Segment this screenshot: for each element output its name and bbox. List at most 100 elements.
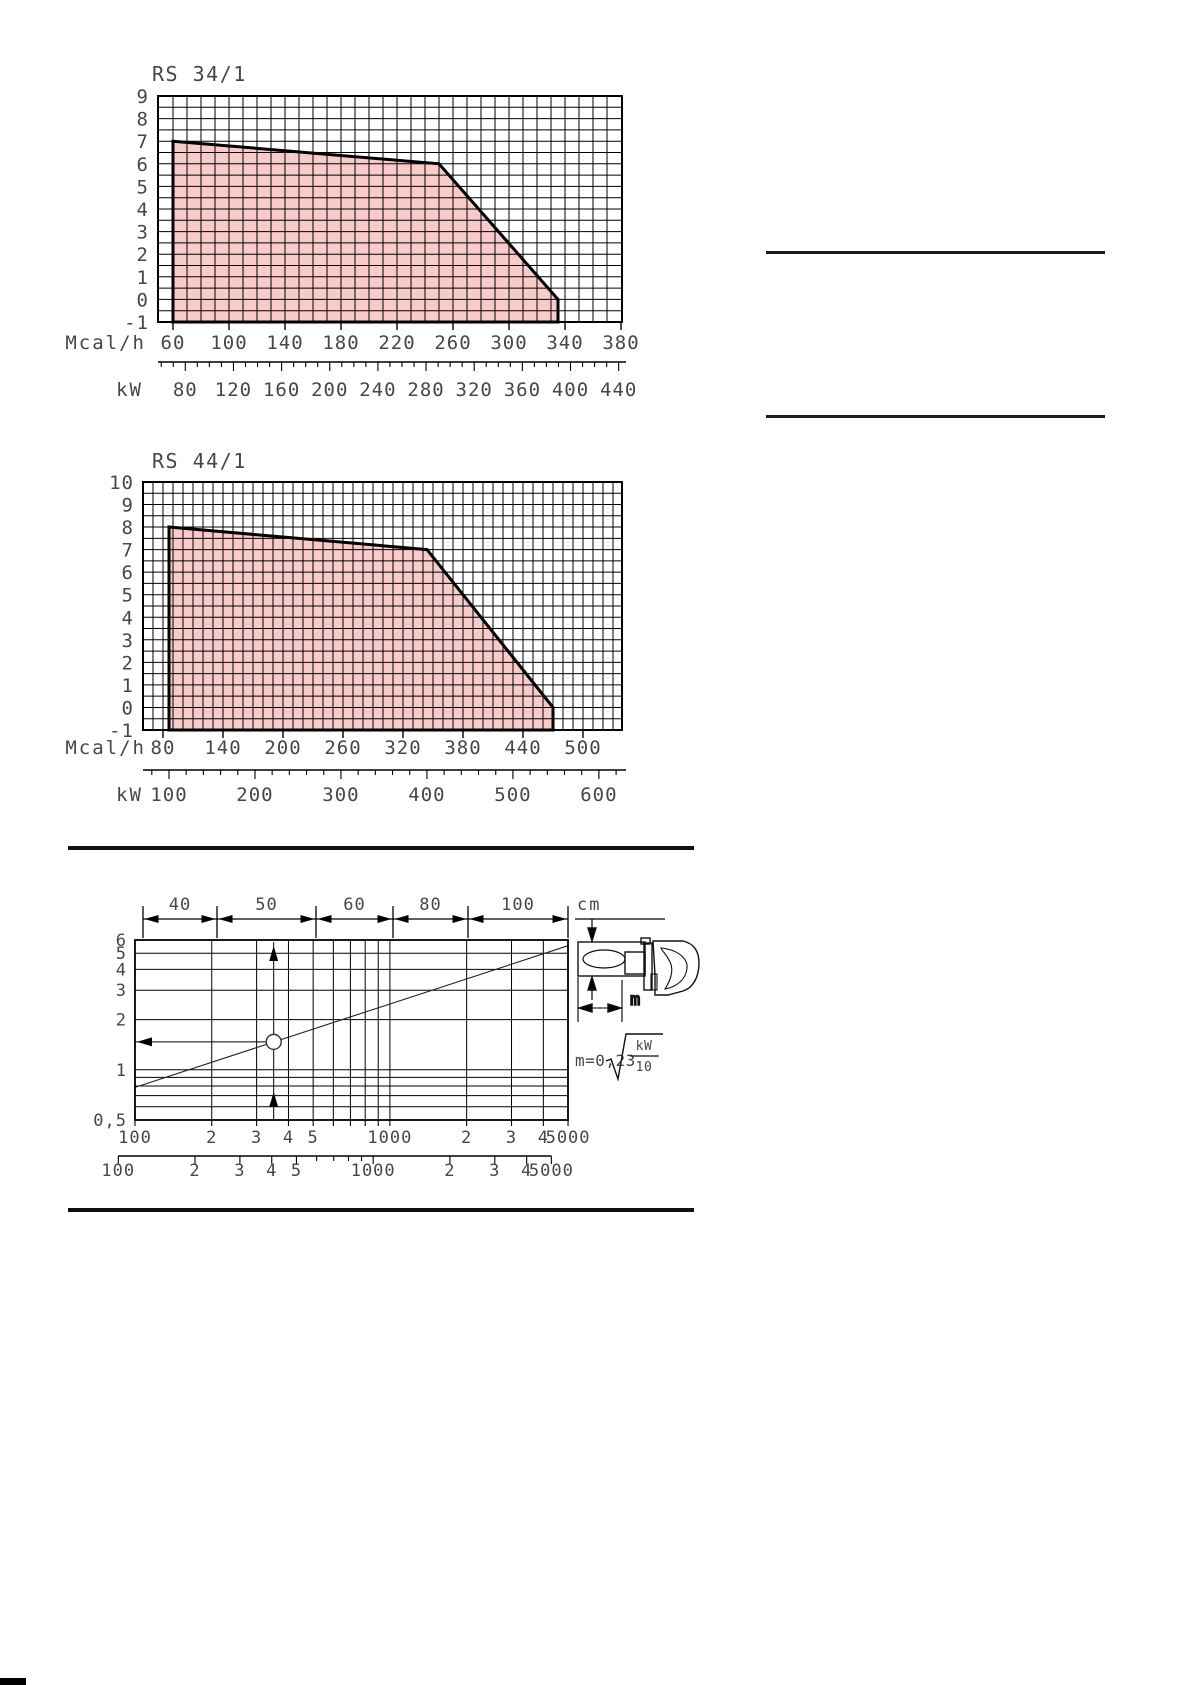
plot-border bbox=[134, 939, 569, 1121]
x-tick-label-kw: 80 bbox=[173, 379, 198, 401]
top-scale-label: 60 bbox=[343, 895, 365, 915]
blast-tube bbox=[624, 951, 646, 975]
x-tick-label-mcal: 140 bbox=[266, 332, 303, 354]
x-tick-label-mcal: 60 bbox=[161, 332, 186, 354]
y-tick-label: -1 bbox=[109, 720, 134, 742]
x-tick-label-kw: 320 bbox=[456, 379, 493, 401]
x-axis-unit-kw: kW bbox=[116, 379, 143, 401]
x-tick-label-mcal: 380 bbox=[444, 737, 481, 759]
example-point-marker bbox=[265, 1033, 282, 1051]
x-tick-label-kw: 240 bbox=[359, 379, 396, 401]
radical-sign bbox=[605, 1033, 663, 1082]
x-tick-label-kw: 400 bbox=[408, 784, 445, 806]
x-tick-label-secondary: 5 bbox=[291, 1161, 302, 1181]
formula-denominator: 10 bbox=[636, 1060, 653, 1075]
dimension-arrow-left bbox=[394, 915, 409, 923]
y-tick-label: 3 bbox=[116, 981, 127, 1001]
formula-numerator: kW bbox=[636, 1039, 653, 1054]
y-tick-label: 4 bbox=[116, 960, 127, 980]
y-tick-label: 5 bbox=[122, 585, 134, 607]
y-tick-label: 5 bbox=[137, 176, 149, 198]
dimension-arrow-right bbox=[607, 1003, 624, 1013]
x-axis-unit-kw: kW bbox=[116, 784, 143, 806]
chart-title: RS 34/1 bbox=[152, 62, 247, 86]
flame-box bbox=[577, 941, 646, 977]
flame-diagram: m bbox=[575, 918, 700, 1022]
x-tick-label-secondary: 5000 bbox=[529, 1161, 574, 1181]
top-scale-label: 50 bbox=[255, 895, 277, 915]
x-tick-label-mcal: 440 bbox=[504, 737, 541, 759]
x-tick-label-mcal: 300 bbox=[490, 332, 527, 354]
right-column-line-1 bbox=[766, 251, 1105, 254]
x-tick-label-primary: 100 bbox=[118, 1128, 152, 1148]
x-tick-label-kw: 300 bbox=[322, 784, 359, 806]
dimension-arrow-right bbox=[201, 915, 216, 923]
x-tick-label-mcal: 80 bbox=[151, 737, 176, 759]
dimension-arrow-left bbox=[317, 915, 332, 923]
y-tick-label: 10 bbox=[109, 472, 134, 494]
plot-border bbox=[157, 95, 623, 323]
x-tick-label-mcal: 180 bbox=[322, 332, 359, 354]
y-tick-label: 9 bbox=[137, 86, 149, 108]
y-tick-label: 2 bbox=[116, 1011, 127, 1031]
chart-title: RS 44/1 bbox=[152, 449, 247, 473]
y-tick-label: 5 bbox=[116, 944, 127, 964]
top-scale-label: 80 bbox=[419, 895, 441, 915]
x-tick-label-mcal: 100 bbox=[210, 332, 247, 354]
x-tick-label-primary: 5000 bbox=[546, 1128, 591, 1148]
y-tick-label: 8 bbox=[137, 109, 149, 131]
x-tick-label-primary: 1000 bbox=[367, 1128, 412, 1148]
x-tick-label-mcal: 140 bbox=[204, 737, 241, 759]
burner-fan bbox=[660, 947, 688, 990]
x-tick-label-secondary: 100 bbox=[101, 1161, 135, 1181]
x-tick-label-primary: 4 bbox=[538, 1128, 549, 1148]
right-column-line-2 bbox=[766, 415, 1105, 418]
x-tick-label-primary: 4 bbox=[283, 1128, 294, 1148]
x-tick-label-kw: 600 bbox=[580, 784, 617, 806]
x-tick-label-kw: 360 bbox=[504, 379, 541, 401]
x-tick-label-mcal: 260 bbox=[324, 737, 361, 759]
dimension-arrow-left bbox=[218, 915, 233, 923]
dimension-arrow-left bbox=[576, 1003, 593, 1013]
y-tick-label: 6 bbox=[137, 154, 149, 176]
x-tick-label-kw: 400 bbox=[552, 379, 589, 401]
x-tick-label-kw: 200 bbox=[311, 379, 348, 401]
page-corner-mark bbox=[0, 1678, 26, 1685]
x-tick-label-kw: 120 bbox=[215, 379, 252, 401]
x-axis-unit-mcal: Mcal/h bbox=[65, 332, 146, 354]
top-scale-unit-label: cm bbox=[577, 895, 601, 915]
dimension-arrow-right bbox=[452, 915, 467, 923]
x-tick-label-primary: 2 bbox=[206, 1128, 217, 1148]
y-tick-label: 0 bbox=[137, 289, 149, 311]
x-tick-label-secondary: 4 bbox=[266, 1161, 277, 1181]
dimension-arrow-up bbox=[269, 946, 279, 961]
x-tick-label-mcal: 220 bbox=[378, 332, 415, 354]
y-tick-label: -1 bbox=[124, 312, 149, 334]
formula-lhs: m=0,23 bbox=[575, 1051, 636, 1070]
x-tick-label-mcal: 320 bbox=[384, 737, 421, 759]
dimension-arrow-left bbox=[137, 1037, 152, 1047]
dimension-arrow-down bbox=[587, 927, 597, 944]
x-tick-label-secondary: 4 bbox=[521, 1161, 532, 1181]
plot-border bbox=[142, 481, 623, 731]
length-symbol-label: m bbox=[630, 990, 641, 1010]
x-tick-label-primary: 5 bbox=[308, 1128, 319, 1148]
x-tick-label-secondary: 3 bbox=[489, 1161, 500, 1181]
x-tick-label-kw: 500 bbox=[494, 784, 531, 806]
dimension-arrow-up bbox=[587, 974, 597, 991]
y-tick-label: 3 bbox=[137, 222, 149, 244]
x-tick-label-mcal: 380 bbox=[602, 332, 639, 354]
y-tick-label: 7 bbox=[137, 131, 149, 153]
y-tick-label: 1 bbox=[116, 1061, 127, 1081]
x-axis-unit-mcal: Mcal/h bbox=[65, 737, 146, 759]
burner-flange-top bbox=[640, 937, 651, 945]
y-tick-label: 0,5 bbox=[93, 1111, 127, 1131]
y-tick-label: 1 bbox=[137, 267, 149, 289]
x-tick-label-primary: 3 bbox=[251, 1128, 262, 1148]
dimension-arrow-left bbox=[144, 915, 159, 923]
dimension-arrow-left bbox=[469, 915, 484, 923]
